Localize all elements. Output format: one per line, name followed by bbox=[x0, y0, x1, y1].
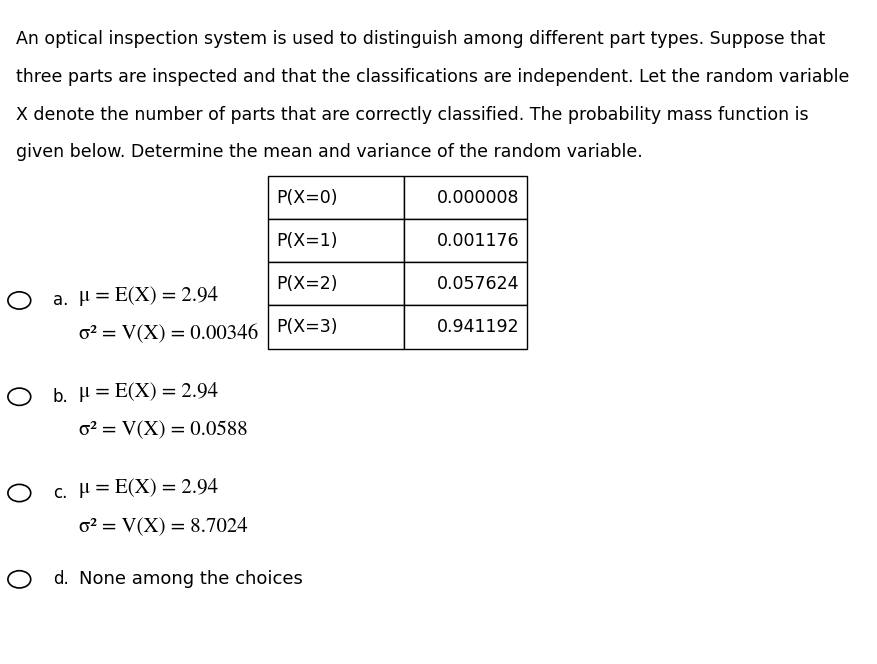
Text: c.: c. bbox=[53, 484, 67, 502]
Text: b.: b. bbox=[53, 388, 68, 406]
Text: 0.001176: 0.001176 bbox=[437, 232, 519, 250]
Text: d.: d. bbox=[53, 570, 68, 588]
Bar bbox=[403, 262, 526, 305]
Text: P(X=2): P(X=2) bbox=[276, 275, 338, 293]
Bar bbox=[403, 219, 526, 262]
Bar bbox=[267, 262, 403, 305]
Bar bbox=[403, 176, 526, 219]
Text: three parts are inspected and that the classifications are independent. Let the : three parts are inspected and that the c… bbox=[16, 68, 848, 86]
Bar bbox=[267, 305, 403, 349]
Bar bbox=[267, 176, 403, 219]
Text: 0.057624: 0.057624 bbox=[437, 275, 519, 293]
Text: P(X=3): P(X=3) bbox=[276, 318, 338, 336]
Text: μ = E(X) = 2.94: μ = E(X) = 2.94 bbox=[79, 478, 217, 498]
Text: None among the choices: None among the choices bbox=[79, 570, 303, 588]
Bar bbox=[267, 219, 403, 262]
Bar bbox=[403, 305, 526, 349]
Text: μ = E(X) = 2.94: μ = E(X) = 2.94 bbox=[79, 286, 217, 305]
Text: X denote the number of parts that are correctly classified. The probability mass: X denote the number of parts that are co… bbox=[16, 106, 808, 124]
Text: σ² = V(X) = 8.7024: σ² = V(X) = 8.7024 bbox=[79, 517, 247, 537]
Text: σ² = V(X) = 0.00346: σ² = V(X) = 0.00346 bbox=[79, 324, 258, 344]
Text: An optical inspection system is used to distinguish among different part types. : An optical inspection system is used to … bbox=[16, 30, 824, 48]
Text: a.: a. bbox=[53, 291, 68, 309]
Text: 0.000008: 0.000008 bbox=[437, 189, 519, 207]
Text: μ = E(X) = 2.94: μ = E(X) = 2.94 bbox=[79, 382, 217, 402]
Text: P(X=1): P(X=1) bbox=[276, 232, 338, 250]
Text: 0.941192: 0.941192 bbox=[437, 318, 519, 336]
Text: σ² = V(X) = 0.0588: σ² = V(X) = 0.0588 bbox=[79, 420, 247, 440]
Text: P(X=0): P(X=0) bbox=[276, 189, 338, 207]
Text: given below. Determine the mean and variance of the random variable.: given below. Determine the mean and vari… bbox=[16, 143, 642, 161]
